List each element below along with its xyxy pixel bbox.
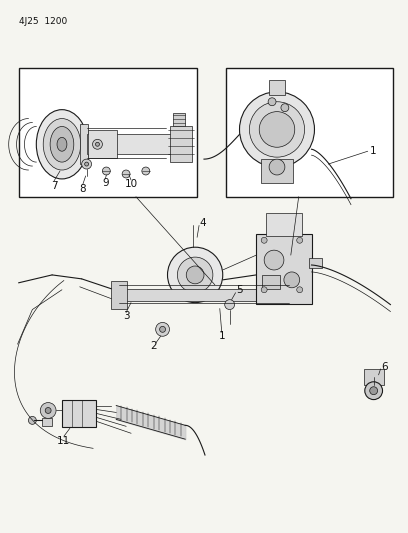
Ellipse shape bbox=[36, 110, 88, 179]
Circle shape bbox=[269, 159, 285, 175]
Bar bbox=[226, 68, 393, 197]
Bar bbox=[86, 134, 175, 154]
Bar bbox=[269, 80, 285, 95]
Circle shape bbox=[261, 237, 267, 243]
Bar bbox=[80, 125, 88, 164]
Text: 9: 9 bbox=[102, 178, 109, 188]
Circle shape bbox=[177, 257, 213, 293]
Circle shape bbox=[142, 167, 150, 175]
Circle shape bbox=[29, 416, 36, 424]
Circle shape bbox=[122, 170, 130, 178]
Circle shape bbox=[297, 237, 303, 243]
Bar bbox=[62, 400, 96, 427]
Circle shape bbox=[297, 287, 303, 293]
Bar bbox=[111, 281, 127, 309]
Text: 2: 2 bbox=[151, 341, 157, 351]
Bar bbox=[261, 159, 293, 183]
Circle shape bbox=[264, 250, 284, 270]
Text: 8: 8 bbox=[80, 184, 86, 194]
Bar bbox=[18, 68, 197, 197]
Circle shape bbox=[45, 408, 51, 414]
Bar bbox=[173, 112, 185, 126]
Circle shape bbox=[102, 167, 110, 175]
Circle shape bbox=[261, 287, 267, 293]
Circle shape bbox=[95, 142, 100, 146]
Circle shape bbox=[93, 139, 102, 149]
Circle shape bbox=[156, 322, 169, 336]
Text: 4J25  1200: 4J25 1200 bbox=[18, 17, 67, 26]
Text: 7: 7 bbox=[51, 181, 58, 191]
Bar bbox=[364, 369, 384, 385]
Circle shape bbox=[259, 111, 295, 147]
Bar bbox=[262, 275, 280, 289]
Bar bbox=[171, 126, 192, 162]
Circle shape bbox=[249, 102, 305, 157]
Ellipse shape bbox=[43, 118, 81, 170]
Text: 1: 1 bbox=[218, 332, 225, 341]
Circle shape bbox=[40, 402, 56, 418]
Ellipse shape bbox=[50, 126, 74, 162]
Bar bbox=[88, 131, 117, 158]
Text: 10: 10 bbox=[124, 179, 137, 189]
Bar bbox=[121, 289, 289, 301]
Bar bbox=[266, 213, 302, 236]
Circle shape bbox=[225, 300, 235, 310]
Circle shape bbox=[168, 247, 223, 303]
Circle shape bbox=[284, 272, 300, 288]
Circle shape bbox=[160, 326, 166, 332]
Text: 6: 6 bbox=[381, 362, 388, 372]
Circle shape bbox=[268, 98, 276, 106]
Ellipse shape bbox=[57, 138, 67, 151]
Text: 5: 5 bbox=[236, 285, 243, 295]
Text: 4: 4 bbox=[200, 219, 206, 229]
Circle shape bbox=[281, 104, 289, 111]
Circle shape bbox=[186, 266, 204, 284]
Circle shape bbox=[82, 159, 91, 169]
Bar bbox=[308, 258, 322, 268]
Circle shape bbox=[370, 387, 377, 394]
Bar bbox=[42, 418, 52, 426]
Circle shape bbox=[84, 162, 89, 166]
Bar bbox=[256, 235, 312, 304]
Text: 11: 11 bbox=[57, 436, 71, 446]
Circle shape bbox=[365, 382, 383, 400]
Text: 1: 1 bbox=[369, 146, 376, 156]
Circle shape bbox=[239, 92, 315, 167]
Text: 3: 3 bbox=[123, 311, 129, 321]
